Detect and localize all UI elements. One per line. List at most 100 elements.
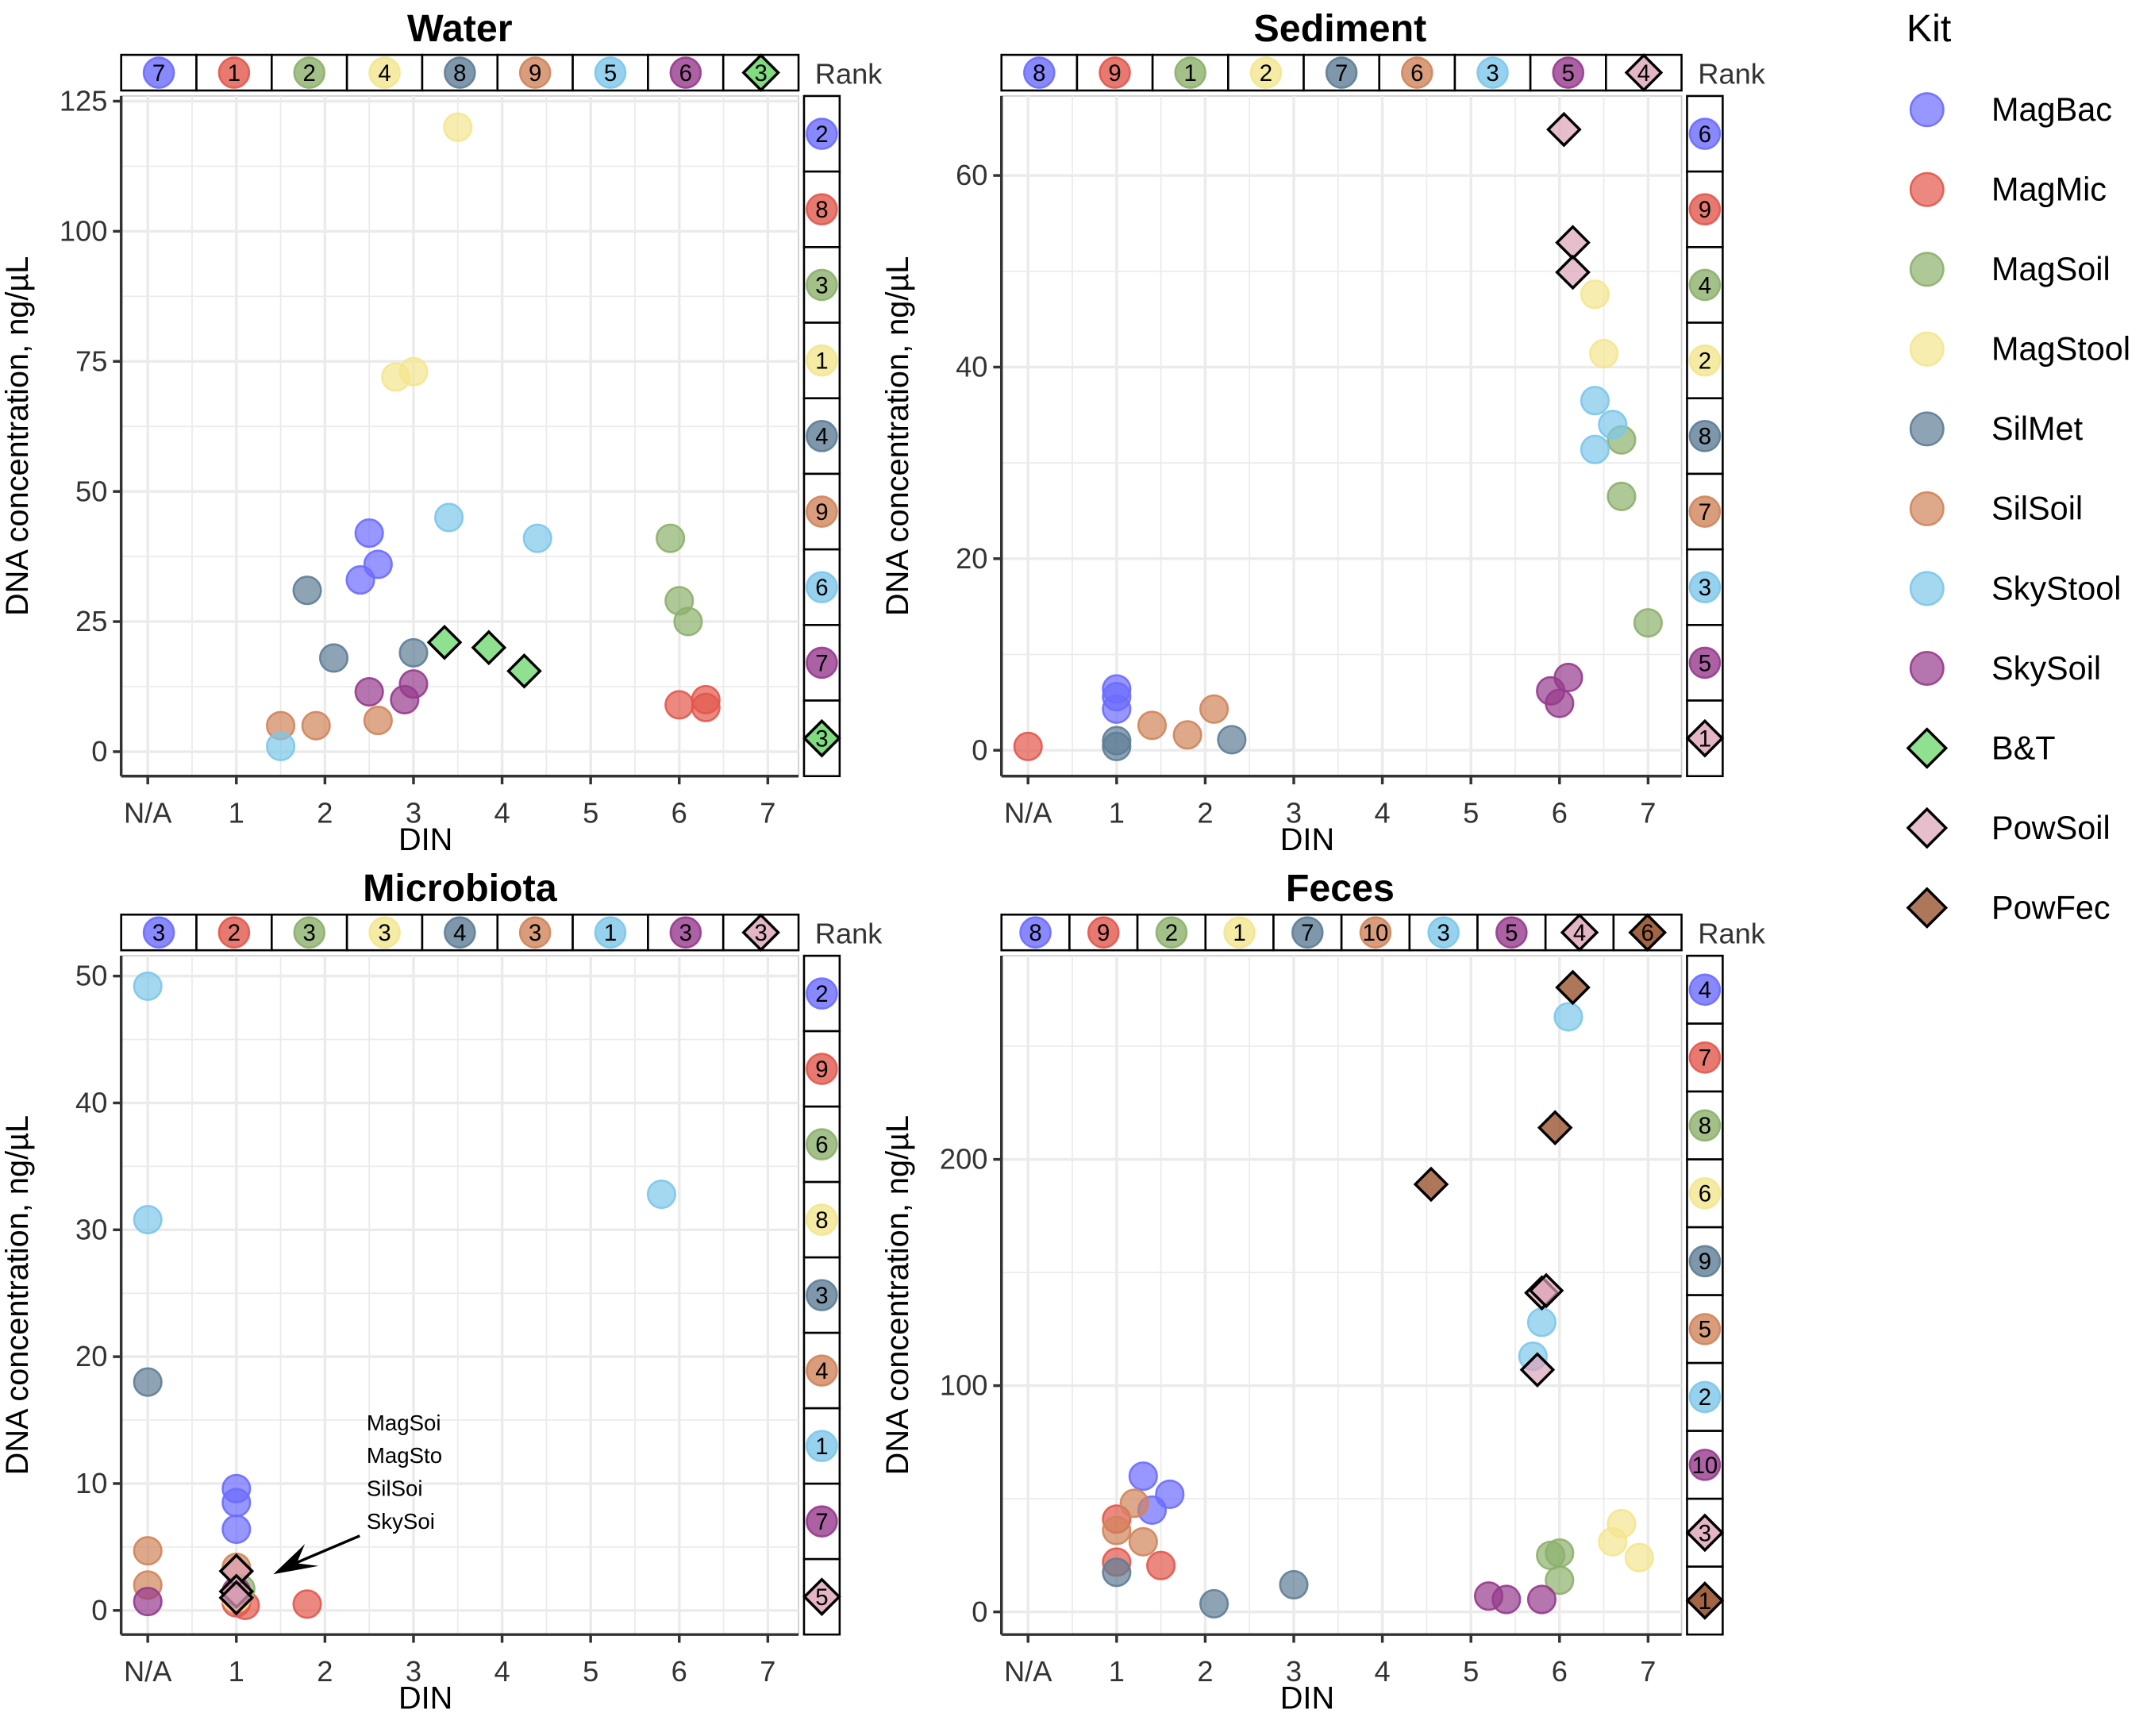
legend-label: PowSoil: [1991, 809, 2111, 846]
rank-value: 7: [815, 1509, 828, 1535]
x-tick-label: 2: [1197, 1655, 1213, 1688]
rank-value: 9: [529, 60, 541, 87]
rank-value: 7: [1335, 60, 1348, 87]
rank-marker: [1155, 916, 1188, 949]
plot-area: [120, 95, 799, 777]
panel-title: Sediment: [1254, 7, 1427, 50]
x-tick-label: 4: [1375, 796, 1391, 829]
data-point-skysoil: [133, 1587, 163, 1617]
y-tick-label: 10: [75, 1467, 107, 1499]
rank-marker: [1023, 56, 1056, 89]
rank-value: 2: [815, 121, 828, 148]
rank-value: 3: [754, 60, 767, 87]
rank-marker: [1688, 1380, 1722, 1414]
rank-value: 1: [228, 60, 240, 87]
rank-marker: [1688, 193, 1722, 226]
rank-marker: [669, 916, 702, 949]
rank-marker: [518, 916, 552, 949]
y-axis-label: DNA concentration, ng/µL: [0, 1115, 35, 1475]
annotation-arrowhead: [273, 1544, 319, 1575]
x-tick-label: 3: [406, 1655, 421, 1688]
legend-marker-skysoil: [1909, 650, 1945, 687]
x-tick-label: 2: [317, 796, 333, 829]
legend-marker-magstool: [1909, 331, 1945, 367]
rank-marker: [1019, 916, 1052, 949]
panel-title: Feces: [1286, 867, 1395, 910]
rank-value: 3: [815, 1283, 828, 1309]
x-tick-label: 6: [671, 796, 687, 829]
x-tick-label: 5: [1463, 796, 1479, 829]
y-tick-label: 100: [940, 1369, 988, 1402]
data-point-silsoil: [1119, 1488, 1149, 1519]
y-tick-label: 100: [60, 214, 108, 247]
data-point-silsoil: [1137, 710, 1168, 741]
data-point-silsoil: [301, 710, 331, 741]
rank-value: 4: [815, 424, 828, 450]
legend-label: B&T: [1991, 729, 2056, 766]
rank-marker: [806, 1430, 838, 1462]
rank-value: 8: [815, 1207, 828, 1234]
data-point-silsoil: [1199, 694, 1229, 724]
rank-value: 4: [815, 1358, 828, 1384]
annotation-text: SkySoi: [367, 1509, 435, 1534]
rank-value: 4: [1637, 60, 1650, 87]
rank-marker: [806, 268, 838, 302]
rank-value: 4: [453, 920, 466, 946]
data-point-powfec: [1413, 1166, 1449, 1203]
rank-marker: [806, 1203, 838, 1236]
rank-value: 4: [1699, 977, 1711, 1003]
rank-value: 7: [152, 60, 165, 87]
x-tick-label: 3: [406, 796, 421, 829]
rank-value: 4: [378, 60, 391, 87]
rank-marker: [1628, 913, 1668, 952]
x-tick-label: N/A: [1004, 796, 1052, 829]
legend-label: MagSoil: [1991, 250, 2111, 287]
rank-value: 1: [1233, 920, 1245, 946]
rank-value: 2: [1699, 348, 1711, 375]
data-point-skysoil: [1553, 662, 1583, 693]
legend-marker-magmic: [1909, 171, 1945, 207]
data-point-bt: [471, 629, 507, 666]
rank-value: 7: [1301, 920, 1314, 946]
data-point-magbac: [1102, 694, 1132, 724]
data-point-silmet: [292, 575, 322, 606]
legend-label: SilSoil: [1991, 490, 2083, 527]
rank-value: 2: [228, 920, 240, 946]
y-tick-label: 75: [75, 345, 107, 377]
x-tick-label: 7: [760, 1655, 775, 1688]
rank-value: 8: [453, 60, 466, 87]
legend-marker-bt: [1906, 727, 1949, 769]
data-point-silsoil: [133, 1536, 163, 1566]
data-point-silsoil: [1102, 1515, 1132, 1545]
x-tick-label: 5: [583, 796, 598, 829]
legend-marker-powsoil: [1906, 806, 1949, 849]
legend-marker-powfec: [1906, 887, 1949, 929]
x-tick-label: N/A: [1004, 1655, 1052, 1688]
data-point-magbac: [221, 1514, 252, 1545]
y-axis-label: DNA concentration, ng/µL: [880, 1115, 915, 1475]
x-tick-label: 6: [671, 1655, 687, 1688]
rank-marker: [1688, 117, 1722, 150]
y-tick-label: 0: [972, 1596, 987, 1628]
rank-value: 6: [1699, 1181, 1711, 1207]
x-tick-label: 1: [229, 1655, 244, 1688]
rank-marker: [741, 913, 780, 952]
legend: Kit MagBac MagMic MagSoil MagStool SilMet SilS…: [1906, 7, 2130, 929]
rank-marker: [594, 56, 627, 89]
rank-marker: [806, 344, 838, 377]
rank-marker: [1174, 56, 1207, 89]
rank-marker: [1495, 916, 1528, 949]
legend-label: MagMic: [1991, 171, 2107, 208]
data-point-powsoil: [1528, 1272, 1564, 1309]
rank-marker: [1476, 56, 1509, 89]
rank-value: 3: [378, 920, 391, 946]
rank-marker: [1688, 1245, 1722, 1278]
rank-marker: [518, 56, 552, 89]
data-point-magbac: [354, 518, 384, 549]
data-point-magsoil: [656, 523, 686, 553]
data-point-magmic: [664, 690, 695, 720]
data-point-silmet: [133, 1367, 163, 1397]
x-tick-label: 6: [1552, 1655, 1568, 1688]
data-point-skystool: [522, 523, 552, 553]
